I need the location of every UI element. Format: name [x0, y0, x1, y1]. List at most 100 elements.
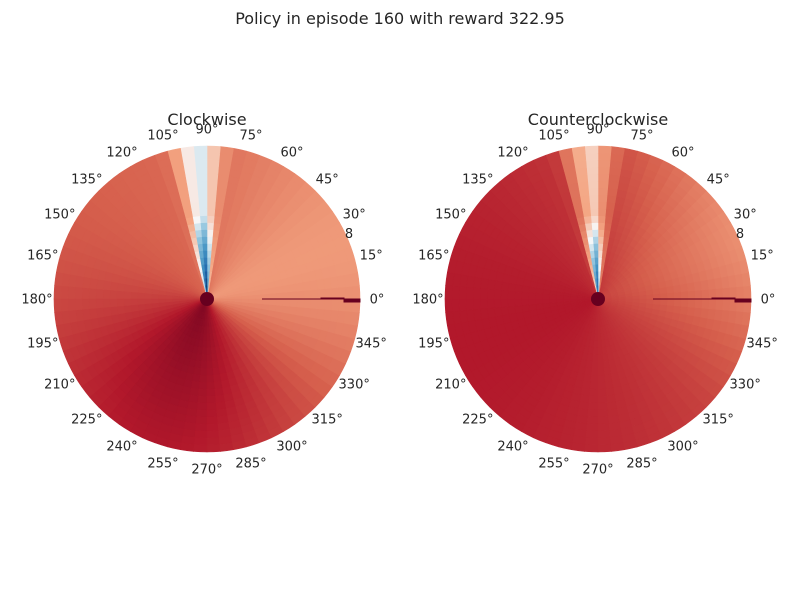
radial-tick-label: 8	[736, 227, 744, 242]
heatmap-cell	[282, 298, 291, 307]
heatmap-cell	[597, 159, 611, 168]
heatmap-cell	[589, 208, 599, 217]
heatmap-cell	[597, 381, 607, 390]
heatmap-cell	[472, 287, 481, 300]
heatmap-cell	[261, 303, 270, 311]
clockwise-polar-plot: Clockwise 0° 15° 30° 45° 60° 75° 90° 105° 120° 135…	[21, 110, 387, 478]
heatmap-cell	[196, 346, 204, 355]
heatmap-cell	[206, 180, 218, 189]
theta-tick-label: 75°	[630, 128, 653, 143]
theta-tick-label: 105°	[538, 128, 569, 143]
heatmap-cell	[206, 444, 221, 453]
heatmap-cell	[199, 374, 208, 383]
counterclockwise-polar-plot: Counterclockwise 0° 15° 30° 45° 60° 75° 90° 105°…	[412, 110, 778, 478]
theta-tick-label: 240°	[106, 440, 137, 455]
heatmap-cell	[345, 285, 354, 300]
heatmap-cell	[206, 236, 213, 244]
heatmap-cell	[708, 298, 717, 310]
heatmap-cell	[219, 146, 234, 156]
heatmap-cell	[445, 311, 455, 326]
heatmap-cell	[60, 298, 69, 313]
heatmap-cell	[592, 354, 599, 362]
heatmap-cell	[659, 304, 668, 312]
theta-tick-label: 90°	[586, 123, 609, 138]
heatmap-cell	[591, 367, 599, 376]
heatmap-cell	[109, 290, 118, 300]
heatmap-cell	[597, 354, 604, 362]
heatmap-cell	[206, 243, 213, 251]
heatmap-cell	[130, 285, 139, 294]
heatmap-cell	[144, 293, 152, 300]
heatmap-cell	[507, 290, 516, 300]
heatmap-cell	[653, 293, 661, 300]
heatmap-cell	[206, 270, 210, 279]
heatmap-cell	[597, 180, 609, 189]
theta-tick-label: 60°	[671, 145, 694, 160]
heatmap-cell	[212, 222, 221, 231]
heatmap-cell	[195, 423, 208, 432]
center-marker	[200, 292, 214, 306]
theta-tick-label: 15°	[360, 249, 383, 264]
heatmap-cell	[666, 292, 675, 300]
heatmap-cell	[479, 298, 488, 310]
heatmap-cell	[587, 180, 599, 189]
heatmap-cell	[673, 291, 682, 300]
heatmap-cell	[672, 305, 682, 314]
heatmap-cell	[196, 409, 208, 418]
heatmap-cell	[203, 333, 208, 342]
heatmap-cell	[528, 292, 536, 300]
theta-tick-label: 75°	[239, 128, 262, 143]
theta-tick-label: 315°	[703, 413, 734, 428]
heatmap-cell	[555, 295, 564, 300]
heatmap-cell	[597, 409, 609, 418]
heatmap-cell	[521, 285, 530, 294]
theta-tick-label: 165°	[418, 249, 449, 264]
heatmap-cell	[206, 367, 214, 376]
heatmap-cell	[262, 298, 270, 305]
theta-tick-label: 345°	[356, 337, 387, 352]
theta-tick-label: 180°	[412, 293, 443, 308]
heatmap-cell	[303, 298, 312, 309]
heatmap-cell	[269, 292, 277, 300]
heatmap-cell	[587, 187, 599, 196]
heatmap-cell	[584, 437, 599, 446]
heatmap-cell	[445, 272, 455, 287]
heatmap-cell	[151, 288, 160, 296]
heatmap-cell	[95, 298, 104, 310]
heatmap-cell	[542, 293, 550, 300]
heatmap-cell	[206, 409, 218, 418]
heatmap-cell	[206, 152, 221, 161]
heatmap-cell	[130, 292, 139, 300]
heatmap-cell	[708, 288, 717, 300]
figure-title: Policy in episode 160 with reward 322.95	[235, 9, 565, 28]
heatmap-cell	[458, 298, 467, 312]
heatmap-cell	[597, 437, 612, 446]
heatmap-cell	[580, 387, 591, 397]
heatmap-cell	[535, 298, 543, 305]
heatmap-cells	[53, 145, 361, 453]
heatmap-cell	[196, 180, 208, 189]
theta-tick-label: 225°	[71, 413, 102, 428]
heatmap-cell	[352, 285, 361, 300]
heatmap-cell	[206, 437, 221, 446]
heatmap-cell	[586, 423, 599, 432]
heatmap-cell	[102, 289, 111, 300]
heatmap-cell	[201, 347, 208, 355]
heatmap-cell	[206, 250, 212, 258]
heatmap-cell	[584, 145, 599, 154]
heatmap-cell	[317, 288, 326, 300]
heatmap-cell	[211, 236, 219, 245]
heatmap-cell	[701, 298, 710, 310]
heatmap-cell	[585, 159, 599, 168]
theta-tick-label: 105°	[147, 128, 178, 143]
heatmap-cell	[206, 381, 216, 390]
heatmap-cell	[586, 166, 599, 175]
heatmap-cell	[587, 409, 599, 418]
heatmap-cell	[206, 423, 219, 432]
theta-tick-label: 300°	[667, 440, 698, 455]
heatmap-cell	[81, 287, 90, 300]
heatmap-cell	[597, 173, 610, 182]
theta-tick-label: 120°	[497, 145, 528, 160]
heatmap-cell	[625, 298, 634, 303]
heatmap-cell	[130, 298, 139, 306]
